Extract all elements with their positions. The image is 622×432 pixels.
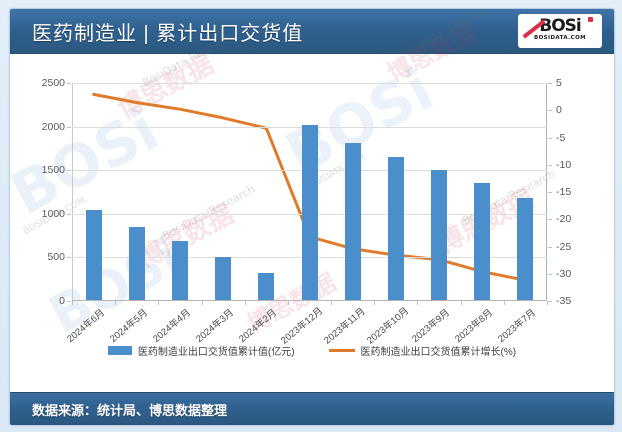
x-axis-tick-label-2: 2024年4月 — [151, 307, 193, 345]
y-axis-left-tick-label: 2500 — [41, 77, 65, 89]
y-axis-right-tick-label: -25 — [556, 240, 572, 253]
y-axis-left-tick-mark — [67, 213, 71, 215]
legend-label-line: 医药制造业出口交货值累计增长(%) — [360, 347, 517, 358]
x-axis-tick-mark — [374, 301, 376, 305]
y-axis-right-tick-mark — [548, 273, 552, 275]
x-axis-tick-mark — [287, 301, 289, 305]
y-axis-right-tick-label: -30 — [556, 267, 572, 280]
bar-0[interactable] — [85, 209, 102, 300]
y-axis-left-tick-mark — [67, 126, 71, 128]
x-axis-tick-mark — [158, 301, 160, 305]
x-axis-tick-label-4: 2024年2月 — [237, 307, 280, 345]
y-axis-right-tick-mark — [548, 192, 552, 193]
gridline — [72, 83, 547, 84]
page-title: 医药制造业 | 累计出口交货值 — [32, 23, 304, 45]
y-axis-right-tick-label: -10 — [556, 158, 572, 171]
y-axis-left-tick-mark — [67, 301, 71, 302]
bar-8[interactable] — [431, 170, 448, 300]
x-axis-tick-label-9: 2023年8月 — [453, 307, 496, 345]
legend-bar-swatch — [107, 346, 132, 355]
x-axis-tick-label-3: 2024年3月 — [194, 307, 237, 345]
bar-6[interactable] — [344, 143, 361, 300]
y-axis-right-tick-label: -35 — [556, 295, 572, 307]
chart-card: 医药制造业 | 累计出口交货值 BOSi BOSIDATA.COM BOSi B… — [9, 8, 615, 426]
x-axis-tick-mark — [503, 301, 505, 305]
legend-item-line[interactable]: 医药制造业出口交货值累计增长(%) — [328, 343, 517, 358]
y-axis-left-tick-mark — [67, 83, 71, 84]
plot-area: 0 500 1000 1500 2000 2500 -35 -30 -25 -20 -15 -10 -5… — [42, 77, 572, 347]
logo-wordmark: BOSi — [539, 16, 581, 36]
bar-3[interactable] — [215, 256, 232, 300]
x-axis-tick-mark — [417, 301, 419, 305]
logo-subtext: BOSIDATA.COM — [533, 35, 587, 41]
y-axis-left-tick-label: 0 — [59, 295, 65, 307]
y-axis-right-tick-label: -5 — [556, 131, 566, 144]
legend-line-swatch — [328, 349, 355, 352]
logo-dot-accent — [588, 17, 593, 22]
y-axis-left-tick-label: 500 — [47, 251, 65, 264]
y-axis-right-tick-mark — [548, 301, 552, 302]
y-axis-right-tick-label: -20 — [556, 213, 572, 226]
chart-legend: 医药制造业出口交货值累计值(亿元) 医药制造业出口交货值累计增长(%) — [10, 343, 614, 358]
y-axis-left-tick-label: 1500 — [41, 164, 65, 177]
left-axis-line — [72, 83, 73, 301]
data-source-text: 数据来源：统计局、博思数据整理 — [32, 403, 228, 418]
bar-5[interactable] — [301, 124, 318, 300]
x-axis-tick-mark — [331, 301, 333, 305]
bar-9[interactable] — [474, 183, 491, 300]
x-axis-tick-mark — [460, 301, 462, 305]
y-axis-right-tick-mark — [548, 246, 552, 248]
y-axis-right-tick-mark — [548, 164, 552, 166]
y-axis-right-tick-mark — [548, 137, 552, 139]
bar-4[interactable] — [258, 273, 275, 300]
y-axis-right-tick-mark — [548, 83, 552, 84]
x-axis-tick-label-8: 2023年9月 — [410, 307, 453, 345]
chart-area: BOSi BOSIDATA.COM 博思数据 BosiData Research… — [10, 9, 614, 393]
y-axis-right-tick-mark — [548, 110, 552, 112]
x-axis-tick-label-6: 2023年11月 — [321, 306, 368, 347]
x-axis-tick-mark — [244, 301, 246, 305]
y-axis-left-tick-label: 1000 — [41, 207, 65, 220]
x-axis-tick-label-5: 2023年12月 — [278, 305, 325, 347]
x-axis-tick-mark — [115, 301, 117, 305]
y-axis-left-tick-label: 2000 — [41, 120, 65, 133]
bar-10[interactable] — [517, 197, 534, 300]
x-axis-line — [72, 300, 547, 301]
header-bar: 医药制造业 | 累计出口交货值 BOSi BOSIDATA.COM — [10, 9, 614, 54]
right-axis-line — [546, 83, 547, 301]
x-axis-tick-label-0: 2024年6月 — [64, 307, 107, 345]
bar-1[interactable] — [128, 226, 145, 300]
bar-2[interactable] — [171, 241, 188, 300]
y-axis-left-tick-mark — [67, 257, 71, 259]
x-axis-tick-mark — [72, 301, 73, 305]
y-axis-right-tick-label: -15 — [556, 186, 572, 198]
y-axis-right-tick-mark — [548, 219, 552, 221]
bosi-logo: BOSi BOSIDATA.COM — [518, 14, 602, 48]
x-axis-tick-label-7: 2023年10月 — [365, 305, 411, 347]
legend-item-bars[interactable]: 医药制造业出口交货值累计值(亿元) — [107, 343, 295, 358]
x-axis-tick-label-10: 2023年7月 — [496, 307, 539, 345]
legend-label-bars: 医药制造业出口交货值累计值(亿元) — [137, 347, 295, 358]
y-axis-right-tick-label: 0 — [556, 104, 562, 117]
x-axis-tick-mark — [547, 301, 548, 305]
x-axis-tick-label-1: 2024年5月 — [107, 307, 150, 345]
bar-7[interactable] — [387, 156, 404, 300]
y-axis-right-tick-label: 5 — [556, 77, 562, 89]
x-axis-tick-mark — [201, 301, 203, 305]
footer-bar: 数据来源：统计局、博思数据整理 — [10, 392, 614, 425]
y-axis-left-tick-mark — [67, 170, 71, 172]
